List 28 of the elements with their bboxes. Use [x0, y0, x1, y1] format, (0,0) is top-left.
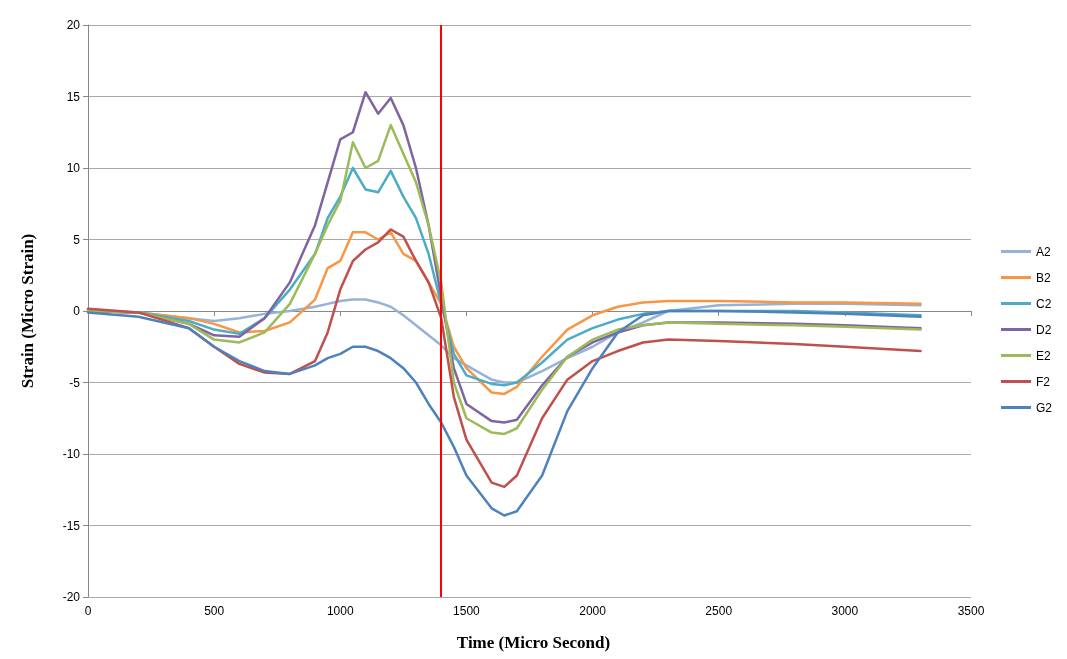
y-tick-label: -5	[69, 375, 81, 390]
y-tick-label: 0	[73, 304, 81, 318]
x-tick-label: 2500	[705, 604, 733, 618]
legend-label: B2	[1035, 270, 1051, 285]
line-series	[86, 309, 922, 517]
y-axis-title: Strain (Micro Strain)	[18, 233, 37, 389]
legend-label: A2	[1035, 244, 1051, 259]
line-series	[86, 228, 922, 489]
x-tick-label: 1000	[326, 604, 354, 618]
legend-label: G2	[1035, 400, 1053, 415]
legend-label: D2	[1035, 322, 1052, 337]
y-tick-label: -10	[62, 447, 81, 461]
x-tick-label: 3500	[957, 604, 985, 618]
x-tick-label: 1500	[453, 604, 481, 618]
x-tick-label: 2000	[579, 604, 607, 618]
y-tick-label: 15	[66, 89, 81, 104]
y-tick-label: -20	[62, 590, 81, 604]
y-tick-label: 10	[66, 161, 81, 175]
x-tick-label: 3000	[831, 604, 859, 618]
y-tick-label: -15	[62, 518, 81, 533]
x-axis-title: Time (Micro Second)	[456, 633, 611, 652]
x-tick-label: 500	[204, 604, 225, 618]
legend-label: F2	[1035, 374, 1051, 389]
x-tick-label: 0	[84, 604, 92, 618]
legend-label: E2	[1035, 348, 1051, 363]
y-tick-label: 20	[66, 18, 81, 32]
y-tick-label: 5	[73, 232, 81, 247]
legend-label: C2	[1035, 296, 1052, 311]
